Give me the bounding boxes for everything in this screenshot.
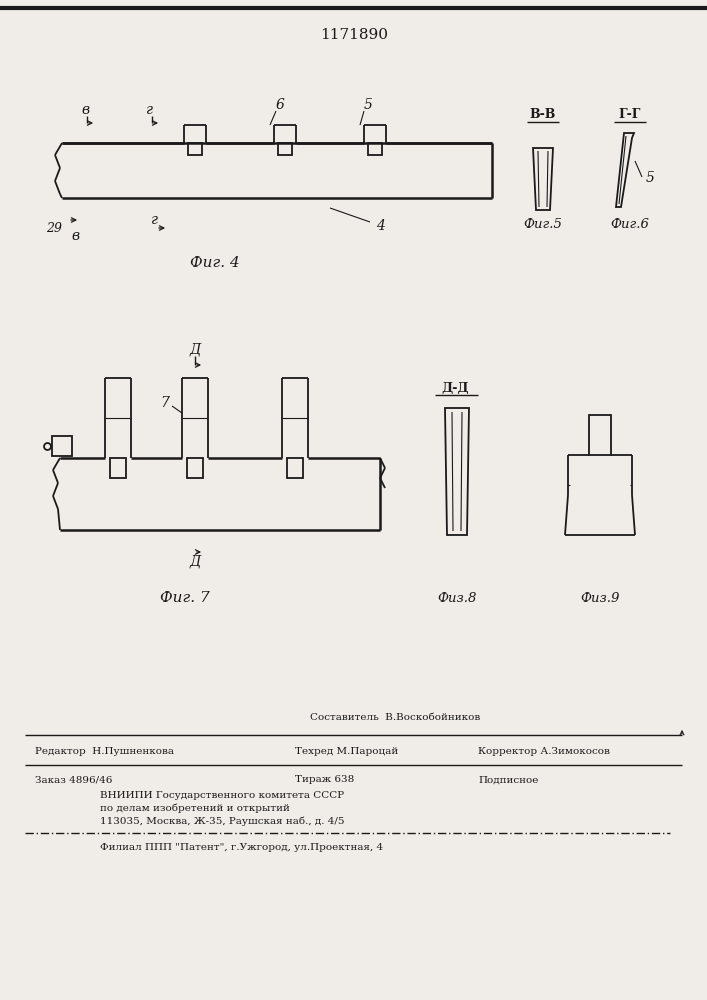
Text: Подписное: Подписное — [478, 776, 538, 784]
Text: 5: 5 — [645, 171, 655, 185]
Text: г: г — [146, 103, 153, 117]
Text: Фиг.5: Фиг.5 — [524, 219, 563, 232]
Bar — [368, 143, 382, 155]
Bar — [589, 415, 611, 455]
Text: Фиг.6: Фиг.6 — [611, 219, 650, 232]
Text: 5: 5 — [363, 98, 373, 112]
Text: 113035, Москва, Ж-35, Раушская наб., д. 4/5: 113035, Москва, Ж-35, Раушская наб., д. … — [100, 816, 344, 826]
Text: в: в — [71, 229, 79, 243]
Text: Техред М.Пароцай: Техред М.Пароцай — [295, 748, 398, 756]
Text: ВНИИПИ Государственного комитета СССР: ВНИИПИ Государственного комитета СССР — [100, 790, 344, 800]
Text: Физ.8: Физ.8 — [438, 591, 477, 604]
Bar — [287, 458, 303, 478]
Text: по делам изобретений и открытий: по делам изобретений и открытий — [100, 803, 290, 813]
Text: 1171890: 1171890 — [320, 28, 388, 42]
Text: Филиал ППП "Патент", г.Ужгород, ул.Проектная, 4: Филиал ППП "Патент", г.Ужгород, ул.Проек… — [100, 844, 383, 852]
Bar — [52, 436, 72, 456]
Text: Г-Г: Г-Г — [619, 108, 641, 121]
Text: Заказ 4896/46: Заказ 4896/46 — [35, 776, 112, 784]
Text: Составитель  В.Воскобойников: Составитель В.Воскобойников — [310, 714, 480, 722]
Text: в: в — [81, 103, 89, 117]
Text: Физ.9: Физ.9 — [580, 591, 620, 604]
Bar — [187, 458, 203, 478]
Text: 6: 6 — [276, 98, 284, 112]
Text: Корректор А.Зимокосов: Корректор А.Зимокосов — [478, 748, 610, 756]
Text: г: г — [151, 213, 158, 227]
Text: 29: 29 — [46, 222, 62, 234]
Text: Фиг. 7: Фиг. 7 — [160, 591, 210, 605]
Text: Фиг. 4: Фиг. 4 — [190, 256, 240, 270]
Text: Д: Д — [189, 555, 201, 569]
Text: В-В: В-В — [530, 108, 556, 121]
Text: 7: 7 — [160, 396, 170, 410]
Bar — [188, 143, 202, 155]
Text: Тираж 638: Тираж 638 — [295, 776, 354, 784]
Bar — [278, 143, 292, 155]
Text: Д-Д: Д-Д — [441, 381, 469, 394]
Text: 4: 4 — [375, 219, 385, 233]
Text: Д: Д — [189, 343, 201, 357]
Bar — [110, 458, 126, 478]
Text: Редактор  Н.Пушненкова: Редактор Н.Пушненкова — [35, 748, 174, 756]
